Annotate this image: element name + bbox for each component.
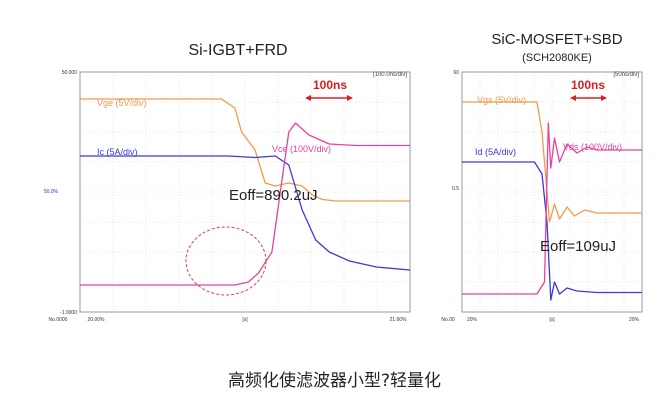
igbt-scale-marker: 100ns (305, 78, 353, 101)
igbt-xtick-3: 21.60% (390, 317, 408, 323)
igbt-current-trace (80, 155, 411, 271)
igbt-xtick-1: 20.00% (88, 317, 106, 323)
igbt-chart: Si-IGBT+FRD [100.0ns/div] 50.000 50.0% -… (44, 42, 411, 323)
sic-gate-trace (462, 101, 642, 223)
sic-chart-title: SiC-MOSFET+SBD (491, 31, 622, 48)
igbt-gate-trace (80, 98, 410, 202)
igbt-ytick-bottom: -1.0000 (60, 310, 77, 316)
sic-scale-arrow-right-icon (601, 95, 607, 101)
sic-ytick-top: 60 (453, 70, 459, 76)
igbt-ytick-top: 50.000 (62, 70, 78, 76)
sic-current-trace (462, 161, 642, 301)
igbt-legend-vce: Vce (100V/div) (272, 144, 331, 154)
igbt-xtick-0: No.0000 (49, 317, 68, 323)
igbt-voltage-trace (80, 122, 410, 286)
sic-scale-marker-label: 100ns (571, 78, 605, 92)
sic-ytick-mid: 0.5 (452, 186, 459, 192)
sic-xtick-3: 20% (629, 317, 640, 323)
sic-legend-vds: Vds (100V/div) (563, 142, 622, 152)
sic-xtick-2: [s] (549, 317, 555, 323)
sic-legend-id: Id (5A/div) (475, 147, 516, 157)
sic-gridlines (462, 72, 642, 312)
sic-scale-marker: 100ns (570, 78, 607, 101)
igbt-legend-ic: Ic (5A/div) (97, 147, 138, 157)
igbt-xtick-2: [s] (242, 317, 248, 323)
igbt-scale-marker-label: 100ns (313, 78, 347, 92)
igbt-series (80, 98, 411, 286)
sic-xtick-1: 20% (467, 317, 478, 323)
sic-screen-label: [50ns/div] (613, 72, 639, 78)
igbt-screen-label: [100.0ns/div] (373, 72, 407, 78)
igbt-ytick-mid: 50.0% (44, 189, 59, 195)
sic-voltage-trace (462, 122, 642, 295)
sic-chart-subtitle: (SCH2080KE) (522, 52, 592, 64)
igbt-chart-title: Si-IGBT+FRD (188, 42, 287, 59)
igbt-scale-arrow-left-icon (305, 95, 311, 101)
igbt-gridlines (80, 72, 410, 312)
sic-xtick-0: No.00 (441, 317, 455, 323)
igbt-loss-region-ellipse (185, 226, 267, 296)
sic-scale-arrow-left-icon (570, 95, 576, 101)
igbt-scale-arrow-right-icon (347, 95, 353, 101)
figure-caption: 高频化使滤波器小型?轻量化 (227, 371, 442, 391)
igbt-legend-vge: Vge (5V/div) (97, 98, 147, 108)
igbt-annotation: Eoff=890.2uJ (229, 187, 318, 204)
sic-chart: SiC-MOSFET+SBD (SCH2080KE) [50ns/div] 60… (441, 31, 643, 323)
sic-legend-vgs: Vgs (5V/div) (477, 95, 526, 105)
sic-series (462, 101, 642, 301)
sic-annotation: Eoff=109uJ (540, 238, 616, 255)
